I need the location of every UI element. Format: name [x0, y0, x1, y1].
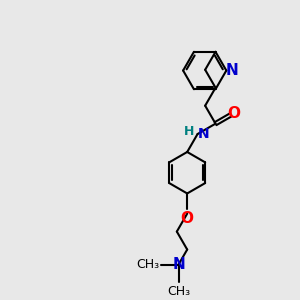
Text: N: N [198, 127, 209, 141]
Text: H: H [184, 125, 194, 138]
Text: CH₃: CH₃ [167, 285, 190, 298]
Text: N: N [225, 63, 238, 78]
Text: N: N [172, 257, 185, 272]
Text: O: O [227, 106, 241, 121]
Text: O: O [181, 211, 194, 226]
Text: CH₃: CH₃ [136, 258, 159, 271]
